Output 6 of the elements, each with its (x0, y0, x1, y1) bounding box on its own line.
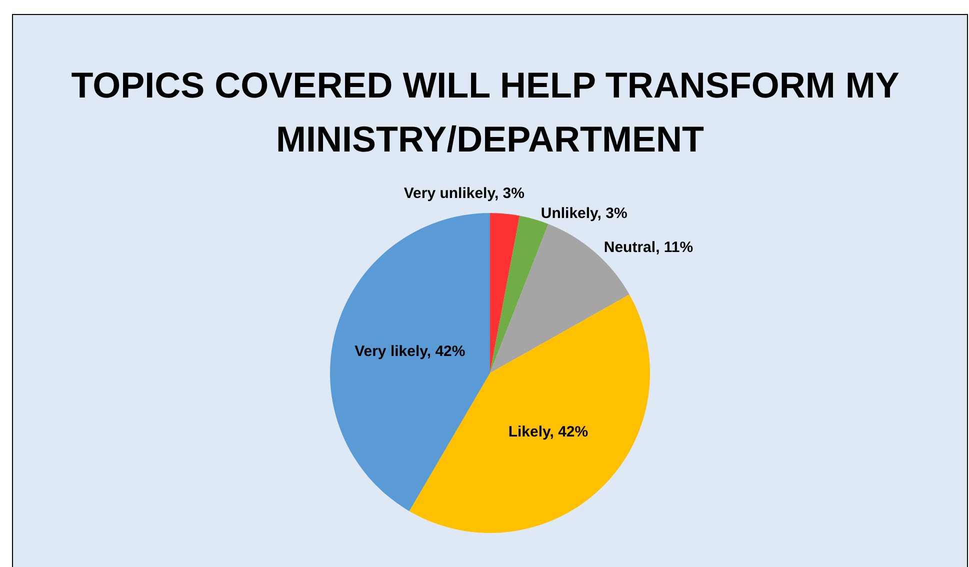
slice-label: Unlikely, 3% (540, 204, 628, 222)
chart-title: TOPICS COVERED WILL HELP TRANSFORM MY MINISTRY/DEPARTMENT (71, 64, 909, 160)
slice-label: Neutral, 11% (604, 239, 694, 256)
slice-label: Likely, 42% (508, 424, 588, 441)
slice-label: Very unlikely, 3% (404, 185, 524, 202)
slice-label: Very likely, 42% (354, 342, 466, 360)
